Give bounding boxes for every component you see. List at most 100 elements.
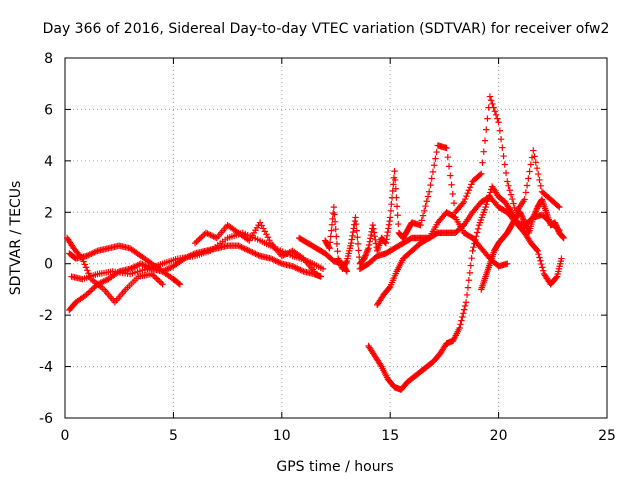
data-point <box>539 267 547 274</box>
y-tick-label: -4 <box>39 360 53 376</box>
data-point <box>522 220 529 228</box>
data-point <box>349 228 357 236</box>
data-point <box>468 255 475 262</box>
data-point <box>560 234 567 242</box>
data-point <box>429 168 437 176</box>
series-arc-j <box>373 209 511 309</box>
data-point <box>494 115 501 122</box>
data-point <box>485 195 492 202</box>
x-tick-label: 25 <box>598 428 616 444</box>
data-point <box>331 211 338 218</box>
data-point <box>426 188 433 195</box>
data-point <box>331 218 339 226</box>
data-point <box>457 321 464 328</box>
data-point <box>382 239 390 247</box>
data-point <box>353 227 360 234</box>
data-point <box>387 214 394 221</box>
data-point <box>468 181 475 188</box>
data-point <box>424 193 432 200</box>
data-point <box>523 182 531 189</box>
data-point <box>343 268 351 275</box>
data-point <box>459 200 466 207</box>
data-point <box>81 261 89 268</box>
data-point <box>362 250 370 258</box>
data-point <box>383 236 390 243</box>
data-point <box>483 126 490 133</box>
data-point <box>506 187 513 194</box>
data-point <box>377 361 384 369</box>
data-point <box>352 220 360 228</box>
data-point <box>559 233 566 240</box>
data-point <box>193 238 200 245</box>
data-point <box>348 236 355 243</box>
data-point <box>191 239 199 247</box>
data-point <box>531 209 539 217</box>
data-point <box>311 268 318 275</box>
data-point <box>537 182 544 190</box>
data-point <box>445 163 453 170</box>
data-point <box>326 245 333 252</box>
data-point <box>483 201 490 208</box>
data-point <box>417 221 424 229</box>
data-point <box>538 260 545 268</box>
data-point <box>474 229 481 236</box>
data-point <box>363 249 370 256</box>
data-point <box>432 155 439 162</box>
data-point <box>175 280 183 287</box>
data-point <box>533 246 540 253</box>
data-point <box>386 284 393 292</box>
data-point <box>461 195 469 203</box>
data-point <box>518 212 525 219</box>
data-point <box>159 281 166 288</box>
data-point <box>497 135 505 143</box>
data-point <box>559 234 567 241</box>
data-point <box>86 288 93 295</box>
data-point <box>530 214 537 221</box>
data-point <box>391 167 398 175</box>
data-point <box>370 229 378 236</box>
data-point <box>419 212 427 219</box>
x-tick-labels: 0 5 10 15 20 25 <box>61 428 616 444</box>
data-point <box>502 169 510 177</box>
y-tick-label: -6 <box>39 411 53 427</box>
x-tick-label: 0 <box>61 428 70 444</box>
data-point <box>553 223 561 231</box>
data-point <box>418 217 425 224</box>
data-point <box>385 225 392 232</box>
data-point <box>86 273 93 280</box>
y-tick-label: 6 <box>44 102 53 118</box>
data-point <box>393 203 401 210</box>
y-tick-labels: -6 -4 -2 0 2 4 6 8 <box>39 51 53 427</box>
data-point <box>319 265 327 273</box>
data-point <box>479 159 486 166</box>
data-point <box>387 207 395 215</box>
data-point <box>553 222 560 229</box>
x-tick-label: 20 <box>490 428 508 444</box>
data-point <box>392 185 399 192</box>
data-point <box>536 254 543 261</box>
data-point <box>85 270 92 277</box>
data-point <box>157 279 165 287</box>
data-point <box>464 284 472 291</box>
series-arc-e <box>191 219 318 275</box>
data-point <box>533 206 540 214</box>
data-point <box>466 269 473 277</box>
data-point <box>382 239 389 246</box>
data-point <box>478 170 485 177</box>
data-point <box>156 278 163 285</box>
data-point <box>423 198 430 205</box>
data-point <box>486 93 494 100</box>
data-point <box>447 172 454 179</box>
data-point <box>458 317 465 324</box>
data-point <box>527 161 535 168</box>
data-point <box>496 127 504 134</box>
data-point <box>261 228 268 235</box>
data-point <box>334 248 341 255</box>
data-point <box>198 234 205 241</box>
data-point <box>196 235 203 242</box>
data-point <box>327 233 334 240</box>
data-point <box>334 255 342 262</box>
data-point <box>444 153 452 161</box>
data-point <box>556 203 563 211</box>
